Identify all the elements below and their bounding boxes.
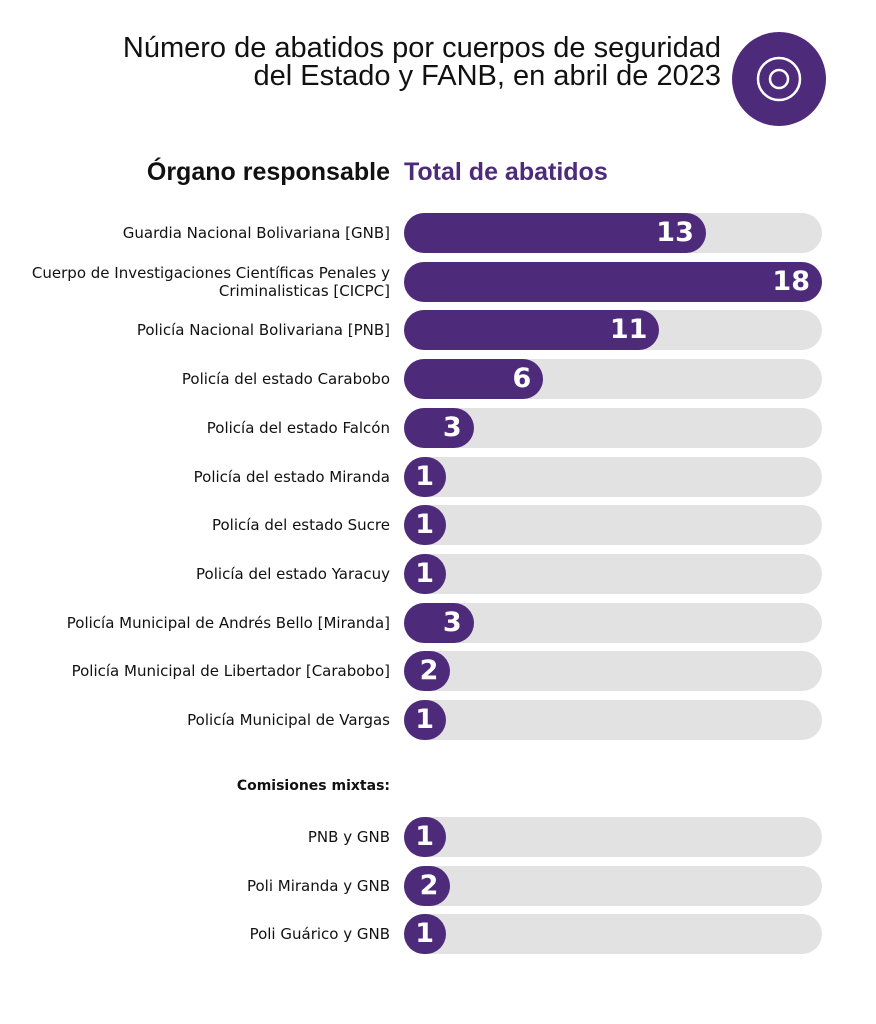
bar: 1 — [404, 553, 446, 594]
group-label: Comisiones mixtas: — [236, 778, 390, 794]
category-label: Guardia Nacional Bolivariana [GNB] — [122, 224, 390, 242]
chart-title: Número de abatidos por cuerpos de seguri… — [122, 32, 721, 92]
data-label: 2 — [419, 655, 439, 687]
bar-track: 1 — [404, 700, 822, 740]
data-label: 3 — [442, 606, 462, 638]
data-label: 1 — [415, 557, 434, 589]
data-label: 1 — [415, 509, 434, 541]
data-label: 6 — [512, 363, 532, 395]
bar: 18 — [404, 261, 822, 302]
category-label: Policía Municipal de Libertador [Carabob… — [71, 662, 390, 681]
data-label: 18 — [772, 265, 810, 297]
category-label: Policía del estado Sucre — [211, 516, 390, 535]
bar-track: 6 — [404, 359, 822, 400]
bar: 1 — [404, 914, 446, 954]
value-header: Total de abatidos — [404, 158, 608, 186]
bar-track: 13 — [404, 213, 822, 253]
bar: 1 — [404, 700, 446, 740]
category-label: Policía del estado Carabobo — [181, 370, 390, 389]
bar: 1 — [404, 456, 446, 497]
bar-track: 1 — [404, 456, 822, 497]
data-label: 1 — [415, 704, 434, 735]
target-circle-icon — [732, 32, 826, 126]
bar: 13 — [404, 213, 706, 253]
bar-track: 18 — [404, 261, 822, 302]
data-label: 13 — [656, 217, 694, 248]
category-label: Cuerpo de Investigaciones Científicas Pe… — [31, 263, 390, 300]
bar-track: 1 — [404, 817, 822, 857]
bar-track: 11 — [404, 310, 822, 351]
bar: 3 — [404, 602, 474, 643]
data-label: 1 — [415, 918, 434, 949]
category-label: Policía Municipal de Vargas — [187, 711, 390, 729]
category-header: Órgano responsable — [146, 158, 390, 186]
data-label: 11 — [609, 314, 648, 346]
bar: 11 — [404, 310, 660, 351]
data-label: 1 — [415, 460, 434, 492]
bar-track: 1 — [404, 505, 822, 546]
bar: 1 — [404, 505, 446, 546]
bar-track: 3 — [404, 407, 822, 448]
bar-track: 1 — [404, 914, 822, 954]
category-label: Poli Guárico y GNB — [249, 925, 390, 943]
category-label: Policía Nacional Bolivariana [PNB] — [136, 321, 390, 340]
category-label: Poli Miranda y GNB — [246, 876, 390, 895]
bar-track: 2 — [404, 651, 822, 692]
bar-track: 2 — [404, 865, 822, 906]
bar: 2 — [404, 865, 451, 906]
data-label: 1 — [415, 821, 434, 852]
category-label: PNB y GNB — [307, 828, 390, 846]
bar-track: 3 — [404, 602, 822, 643]
data-label: 2 — [419, 869, 439, 901]
bar: 2 — [404, 651, 451, 692]
bar: 6 — [404, 359, 544, 400]
bar: 1 — [404, 817, 446, 857]
category-label: Policía del estado Yaracuy — [196, 564, 390, 583]
data-label: 3 — [442, 411, 462, 443]
category-label: Policía Municipal de Andrés Bello [Miran… — [66, 613, 390, 632]
category-label: Policía del estado Falcón — [206, 418, 390, 437]
bar: 3 — [404, 407, 474, 448]
bar-track: 1 — [404, 553, 822, 594]
category-label: Policía del estado Miranda — [193, 467, 390, 486]
